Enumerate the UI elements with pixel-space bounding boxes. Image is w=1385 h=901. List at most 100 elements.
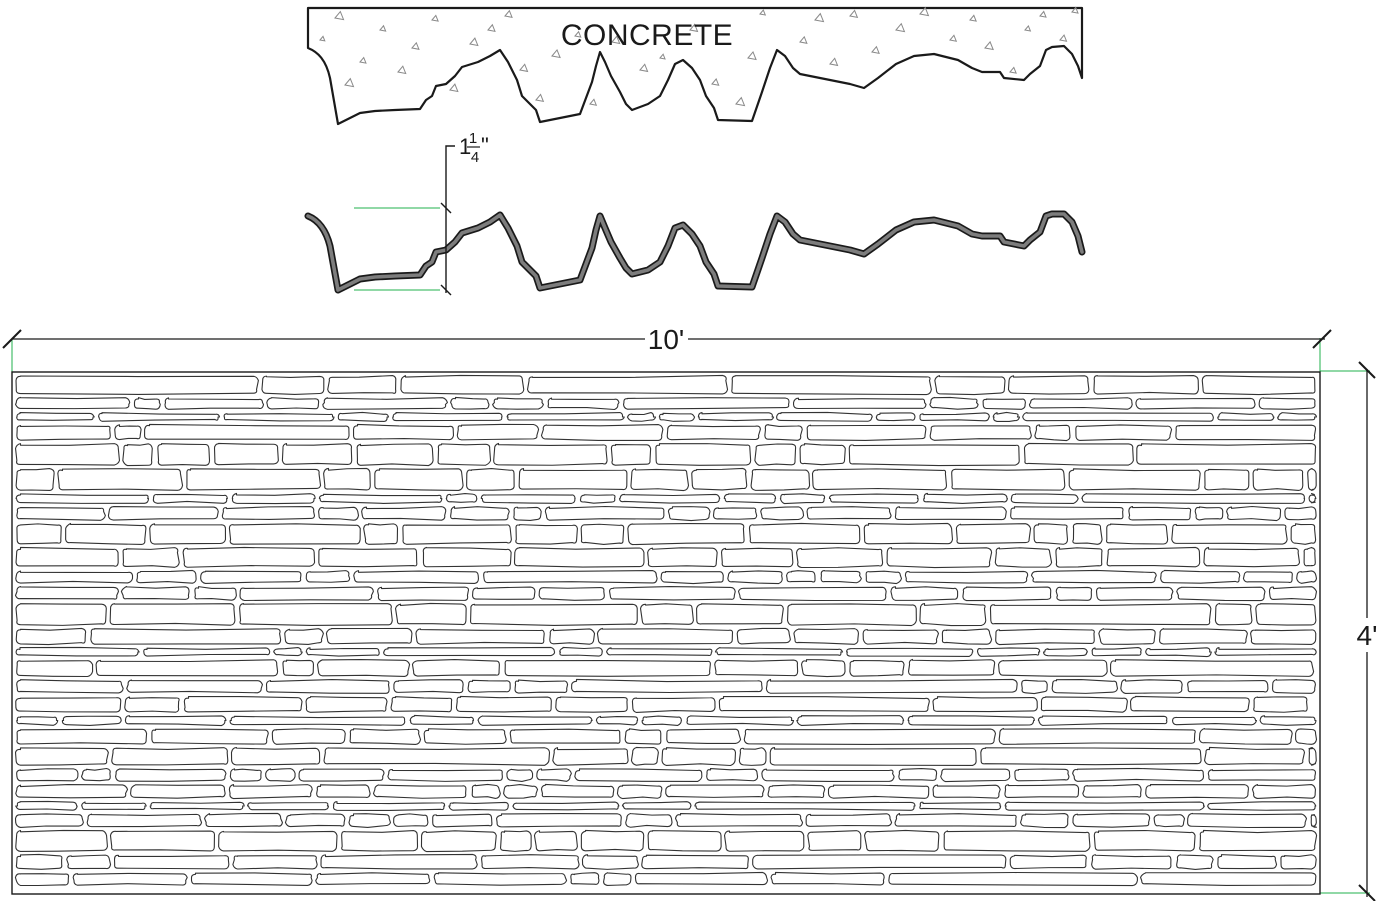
stone bbox=[1309, 748, 1316, 766]
stone bbox=[384, 647, 555, 655]
stone bbox=[354, 424, 454, 439]
stone bbox=[274, 648, 303, 656]
stone bbox=[324, 748, 549, 766]
stone bbox=[1121, 680, 1182, 694]
stone bbox=[240, 604, 393, 626]
stone bbox=[641, 604, 694, 624]
stone bbox=[449, 802, 508, 810]
stone bbox=[541, 425, 662, 441]
stone bbox=[1177, 855, 1213, 870]
stone bbox=[944, 831, 1090, 851]
stone bbox=[794, 398, 926, 408]
stone bbox=[482, 855, 579, 869]
stone bbox=[1215, 603, 1251, 624]
stone bbox=[739, 587, 887, 600]
stone bbox=[847, 648, 973, 656]
stone bbox=[582, 855, 638, 870]
stone bbox=[66, 523, 146, 544]
stone bbox=[342, 831, 418, 851]
stone bbox=[1204, 547, 1300, 566]
stone bbox=[205, 813, 283, 826]
stone bbox=[676, 814, 803, 827]
stone bbox=[378, 587, 469, 600]
stone bbox=[125, 697, 179, 712]
stone bbox=[394, 814, 428, 827]
stone bbox=[581, 830, 643, 850]
stone bbox=[930, 397, 978, 409]
stone bbox=[121, 586, 189, 599]
stone bbox=[438, 444, 491, 465]
stone bbox=[829, 494, 918, 503]
stone bbox=[1205, 747, 1305, 764]
stone bbox=[610, 587, 736, 600]
stone bbox=[766, 679, 1017, 693]
stone bbox=[995, 548, 1051, 567]
stone bbox=[849, 445, 1019, 466]
stone bbox=[1092, 648, 1141, 656]
panel-width-label: 10' bbox=[648, 324, 685, 355]
stone bbox=[266, 680, 389, 694]
stone bbox=[713, 508, 756, 519]
panel-width-dimension: 10' bbox=[3, 324, 1331, 372]
stone bbox=[1202, 376, 1315, 395]
stone bbox=[724, 494, 775, 503]
stone bbox=[1021, 814, 1069, 828]
stone bbox=[794, 629, 859, 645]
stone bbox=[421, 831, 496, 852]
stone bbox=[622, 802, 691, 809]
stone bbox=[1031, 570, 1156, 582]
stone bbox=[1195, 507, 1223, 520]
stone bbox=[787, 571, 815, 582]
stone bbox=[17, 717, 58, 725]
stone bbox=[751, 469, 809, 490]
stone bbox=[1044, 649, 1088, 656]
stone bbox=[519, 469, 627, 490]
stone bbox=[17, 426, 110, 441]
stone bbox=[1035, 425, 1070, 441]
stone bbox=[16, 628, 85, 644]
stone bbox=[446, 494, 477, 503]
stone bbox=[306, 697, 387, 713]
stone bbox=[1076, 425, 1172, 440]
stone bbox=[229, 785, 312, 799]
stone bbox=[891, 587, 958, 601]
stone bbox=[626, 814, 672, 828]
stone bbox=[424, 729, 506, 745]
stone bbox=[597, 628, 732, 644]
stone bbox=[1243, 572, 1292, 583]
stone bbox=[1041, 697, 1127, 712]
stone bbox=[539, 588, 604, 601]
stone bbox=[153, 494, 227, 503]
stone bbox=[16, 571, 133, 583]
stone bbox=[978, 648, 1040, 656]
stone bbox=[887, 548, 992, 568]
concrete-label: CONCRETE bbox=[561, 19, 733, 52]
stone bbox=[338, 412, 388, 421]
stone bbox=[467, 469, 515, 491]
stone bbox=[187, 469, 321, 490]
stone bbox=[807, 507, 891, 519]
stone bbox=[545, 507, 664, 521]
stone bbox=[16, 801, 77, 810]
stone bbox=[1154, 815, 1184, 827]
stone bbox=[96, 660, 278, 676]
stone bbox=[909, 659, 995, 675]
stone bbox=[412, 660, 499, 677]
stone bbox=[324, 468, 371, 490]
stone bbox=[821, 571, 861, 583]
stone bbox=[282, 444, 351, 465]
stone bbox=[516, 525, 578, 544]
stone bbox=[16, 647, 139, 655]
stone bbox=[110, 604, 235, 626]
stone bbox=[1311, 815, 1316, 828]
stone bbox=[17, 680, 123, 693]
stone bbox=[91, 629, 281, 645]
stone bbox=[863, 630, 938, 644]
stone bbox=[357, 444, 433, 466]
stone bbox=[501, 831, 532, 851]
stone bbox=[1099, 629, 1155, 645]
stone bbox=[908, 716, 1034, 725]
stone bbox=[451, 397, 489, 409]
stone bbox=[1188, 681, 1268, 692]
stone bbox=[1218, 855, 1277, 869]
